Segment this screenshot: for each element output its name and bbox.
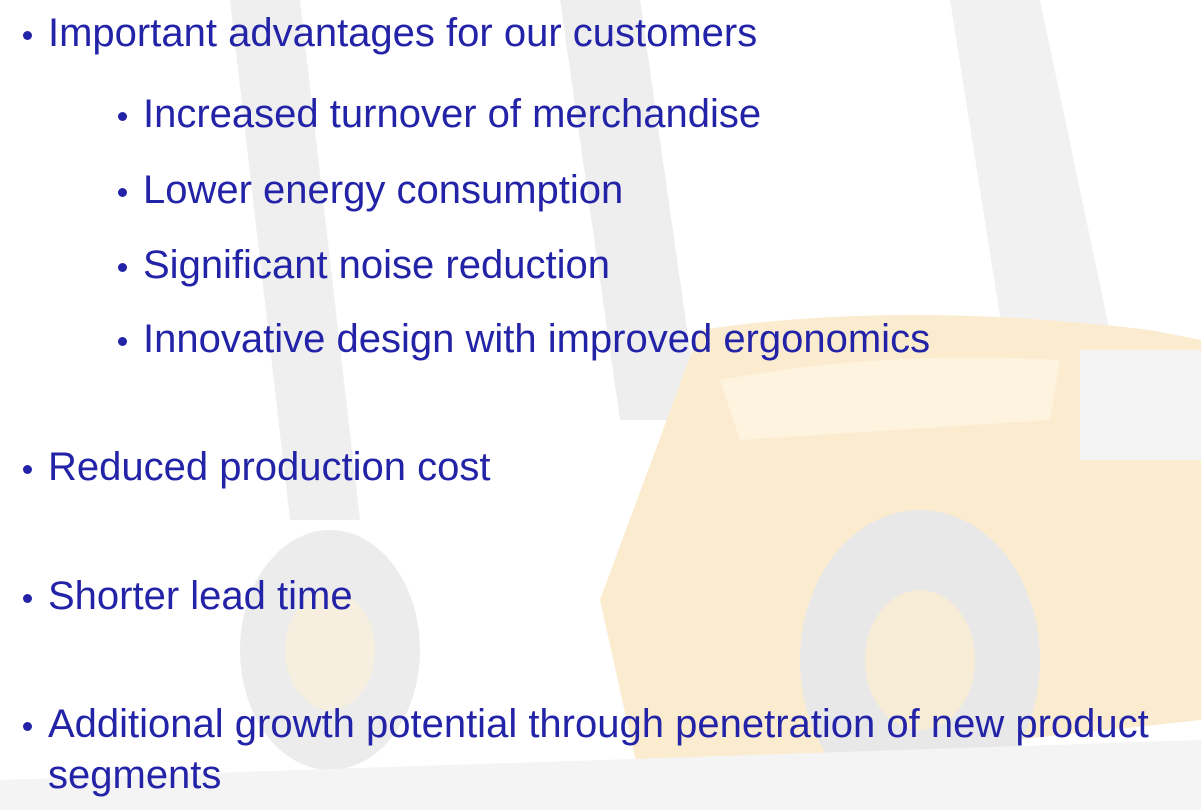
bullet-text: Increased turnover of merchandise	[143, 92, 762, 136]
bullet	[118, 188, 127, 197]
bullet-item: Additional growth potential through pene…	[23, 699, 1198, 801]
bullet	[118, 112, 127, 121]
bullet-text: Significant noise reduction	[143, 243, 610, 287]
bullet	[23, 465, 32, 474]
bullet-text: Important advantages for our customers	[48, 11, 758, 55]
sub-bullet-item: Increased turnover of merchandise	[118, 89, 762, 140]
bullet-text: Lower energy consumption	[143, 168, 624, 212]
bullet	[23, 594, 32, 603]
bullet-item: Reduced production cost	[23, 442, 491, 493]
bullet-text: Additional growth potential through pene…	[48, 702, 1149, 797]
bullet-item: Shorter lead time	[23, 571, 353, 622]
bullet-item: Important advantages for our customers	[23, 8, 758, 59]
bullet	[118, 337, 127, 346]
bullet-text: Innovative design with improved ergonomi…	[143, 317, 931, 361]
bullet-text: Reduced production cost	[48, 445, 491, 489]
sub-bullet-item: Lower energy consumption	[118, 165, 624, 216]
bullet-text: Shorter lead time	[48, 574, 353, 618]
bullet	[118, 263, 127, 272]
bullet	[23, 722, 32, 731]
sub-bullet-item: Significant noise reduction	[118, 240, 610, 291]
sub-bullet-item: Innovative design with improved ergonomi…	[118, 314, 931, 365]
bullet	[23, 31, 32, 40]
